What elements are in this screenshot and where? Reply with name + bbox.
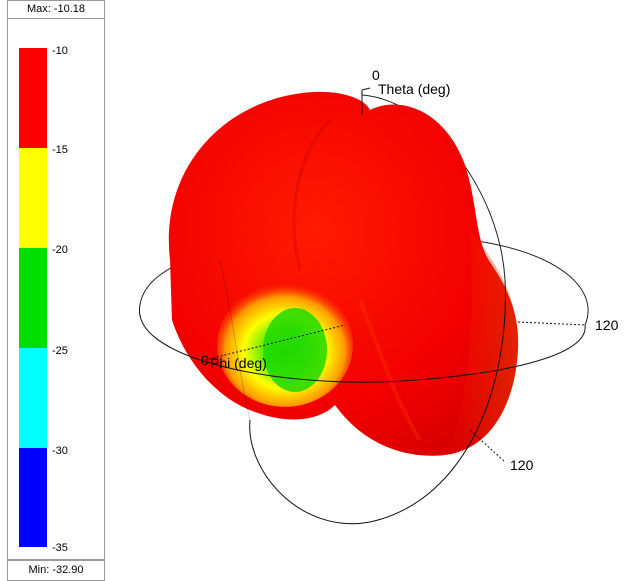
ring-label-bottom: 120: [510, 457, 534, 473]
legend-band-blue: [19, 448, 47, 547]
ring-label-right: 120: [595, 317, 619, 333]
legend-tick: -35: [52, 542, 68, 554]
theta-ring-front: [249, 279, 506, 525]
max-value-label: Max: -10.18: [7, 0, 105, 18]
ring-axis-right: [517, 321, 586, 326]
phi-axis-label: Phi (deg): [210, 355, 267, 371]
theta-zero-label: 0: [372, 67, 380, 83]
legend-band-red: [19, 48, 47, 148]
phi-ring-front: [139, 304, 586, 383]
legend-tick: -30: [52, 445, 68, 457]
phi-axis-line: [204, 324, 346, 361]
min-value-label: Min: -32.90: [7, 560, 105, 581]
pattern-surface: [168, 91, 519, 456]
legend-tick: -10: [52, 45, 68, 57]
legend-tick: -15: [52, 144, 68, 156]
theta-axis-label: Theta (deg): [378, 81, 450, 97]
legend-band-cyan: [19, 348, 47, 448]
legend-band-yellow: [19, 148, 47, 248]
phi-zero-label: 0: [201, 352, 209, 368]
legend-band-green: [19, 248, 47, 348]
radiation-pattern-plot[interactable]: 0 Theta (deg) 0 Phi (deg) 120 120: [110, 0, 625, 581]
legend-tick: -25: [52, 345, 68, 357]
legend-tick: -20: [52, 244, 68, 256]
